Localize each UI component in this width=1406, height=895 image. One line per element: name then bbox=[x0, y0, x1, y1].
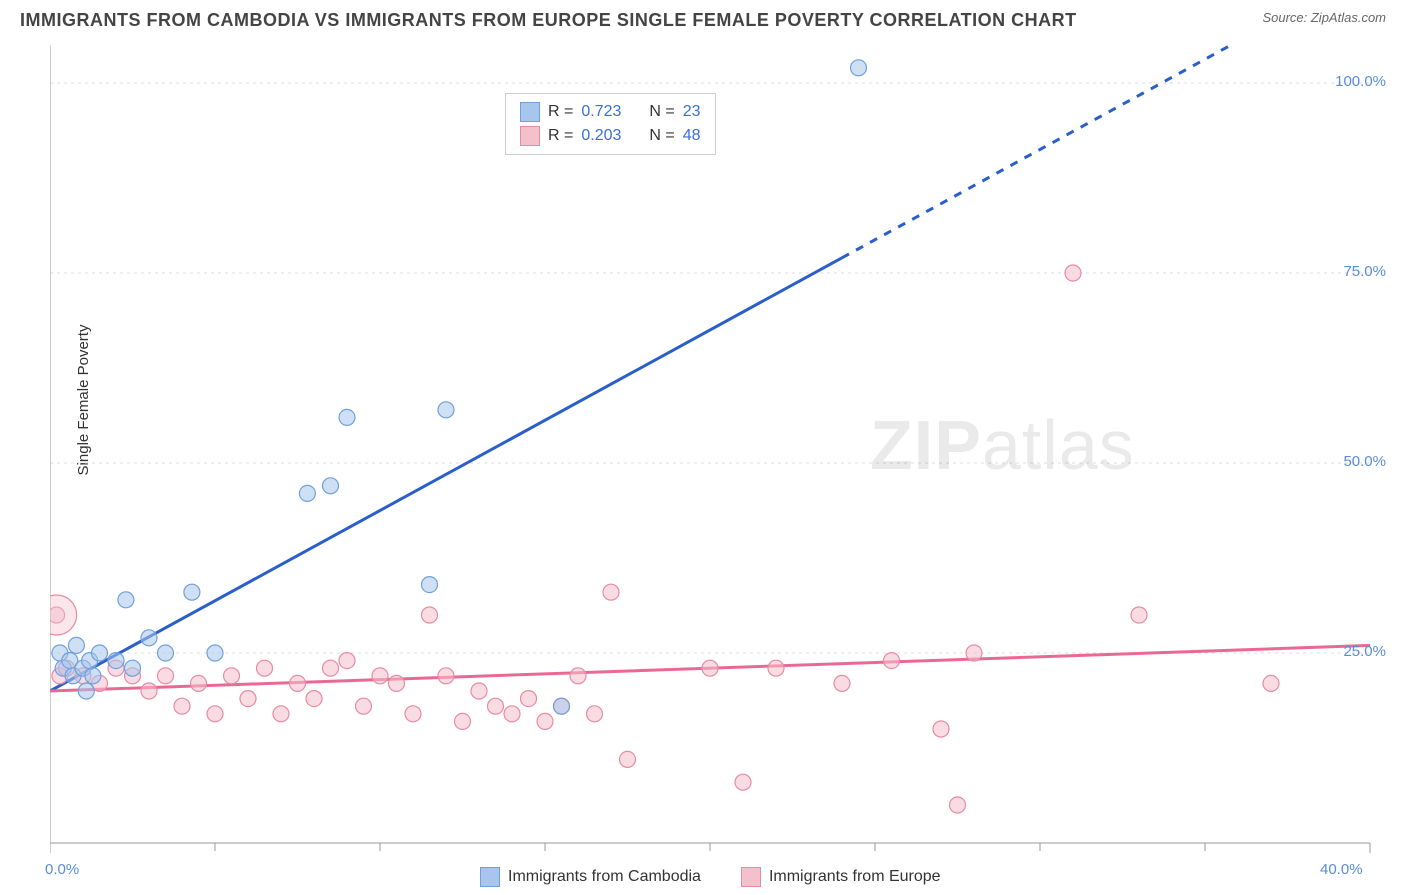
r-label: R = bbox=[548, 103, 573, 121]
n-label: N = bbox=[649, 103, 674, 121]
y-tick-label: 100.0% bbox=[1335, 73, 1386, 90]
r-value-cambodia: 0.723 bbox=[581, 103, 621, 121]
scatter-plot bbox=[50, 45, 1380, 895]
r-label: R = bbox=[548, 127, 573, 145]
source-label: Source: ZipAtlas.com bbox=[1262, 10, 1386, 25]
correlation-legend: R = 0.723 N = 23 R = 0.203 N = 48 bbox=[505, 93, 716, 155]
chart-area: ZIPatlas R = 0.723 N = 23 R = 0.203 N = … bbox=[50, 45, 1380, 845]
y-tick-label: 25.0% bbox=[1343, 643, 1386, 660]
n-value-cambodia: 23 bbox=[683, 103, 701, 121]
x-tick-label: 40.0% bbox=[1320, 861, 1363, 878]
y-tick-label: 75.0% bbox=[1343, 263, 1386, 280]
legend-label-cambodia: Immigrants from Cambodia bbox=[508, 868, 701, 886]
n-value-europe: 48 bbox=[683, 127, 701, 145]
swatch-europe-icon bbox=[741, 867, 761, 887]
x-tick-label: 0.0% bbox=[45, 861, 79, 878]
legend-item-europe: Immigrants from Europe bbox=[741, 867, 941, 887]
legend-label-europe: Immigrants from Europe bbox=[769, 868, 941, 886]
chart-title: IMMIGRANTS FROM CAMBODIA VS IMMIGRANTS F… bbox=[20, 10, 1077, 31]
r-value-europe: 0.203 bbox=[581, 127, 621, 145]
corr-row-europe: R = 0.203 N = 48 bbox=[520, 124, 701, 148]
swatch-cambodia bbox=[520, 102, 540, 122]
corr-row-cambodia: R = 0.723 N = 23 bbox=[520, 100, 701, 124]
y-tick-label: 50.0% bbox=[1343, 453, 1386, 470]
n-label: N = bbox=[649, 127, 674, 145]
swatch-europe bbox=[520, 126, 540, 146]
swatch-cambodia-icon bbox=[480, 867, 500, 887]
series-legend: Immigrants from Cambodia Immigrants from… bbox=[480, 867, 941, 887]
legend-item-cambodia: Immigrants from Cambodia bbox=[480, 867, 701, 887]
